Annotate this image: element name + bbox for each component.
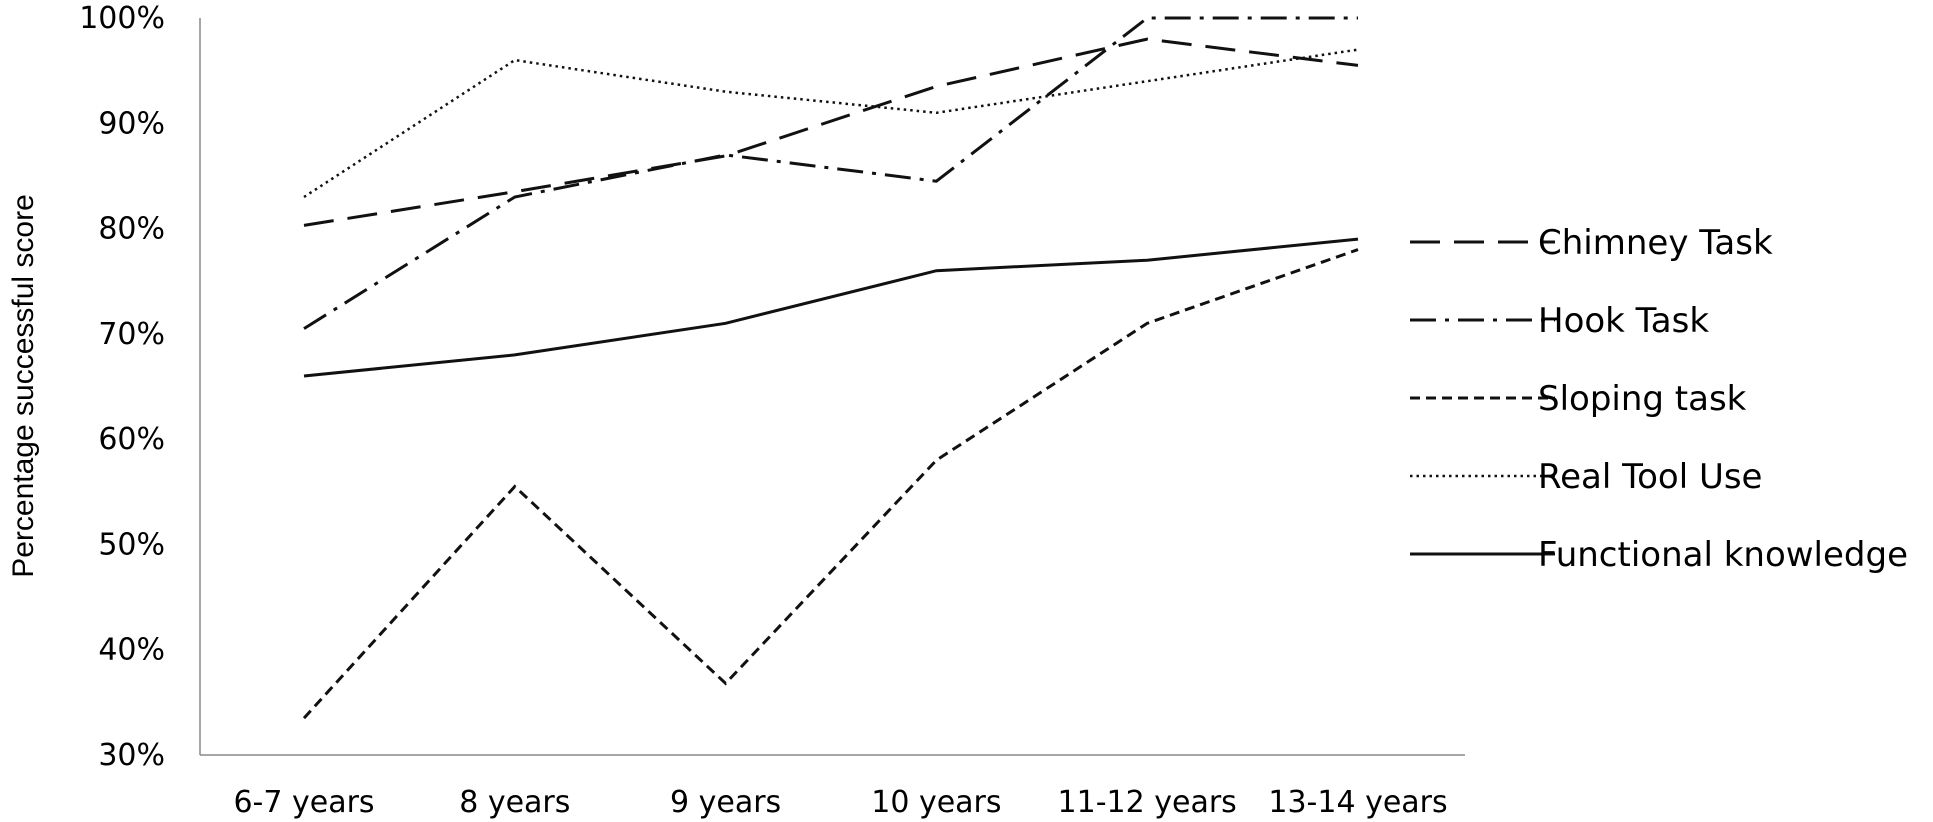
x-tick-label: 13-14 years <box>1268 785 1447 820</box>
y-tick-label: 100% <box>79 1 165 36</box>
legend: Chimney Task Hook Task Sloping task Real To… <box>1410 223 1908 575</box>
series-line-chimney-task <box>303 37 1359 227</box>
x-tick-label: 9 years <box>670 785 781 820</box>
y-tick-label: 40% <box>98 633 165 668</box>
series-line-functional-knowledge <box>303 237 1359 378</box>
legend-item: Chimney Task <box>1410 223 1773 263</box>
x-tick-label: 11-12 years <box>1058 785 1237 820</box>
legend-item: Functional knowledge <box>1410 535 1908 575</box>
legend-label: Functional knowledge <box>1538 535 1908 575</box>
x-tick-label: 10 years <box>871 785 1001 820</box>
y-axis-label: Percentage successful score <box>7 194 40 578</box>
legend-label: Sloping task <box>1538 379 1747 419</box>
x-tick-label: 6-7 years <box>233 785 374 820</box>
series-line-real-tool-use <box>303 48 1359 199</box>
y-tick-labels: 30% 40% 50% 60% 70% 80% 90% 100% <box>79 1 165 773</box>
legend-label: Real Tool Use <box>1538 457 1762 497</box>
y-tick-label: 90% <box>98 106 165 141</box>
y-tick-label: 60% <box>98 422 165 457</box>
series-layer <box>302 16 1359 720</box>
x-tick-label: 8 years <box>459 785 570 820</box>
series-line-hook-task <box>303 16 1358 330</box>
legend-item: Sloping task <box>1410 379 1747 419</box>
legend-label: Hook Task <box>1538 301 1709 341</box>
x-tick-labels: 6-7 years 8 years 9 years 10 years 11-12 yea… <box>233 785 1447 820</box>
y-tick-label: 70% <box>98 317 165 352</box>
axes <box>199 18 1465 756</box>
legend-item: Real Tool Use <box>1410 457 1762 497</box>
legend-item: Hook Task <box>1410 301 1709 341</box>
y-tick-label: 30% <box>98 738 165 773</box>
legend-label: Chimney Task <box>1538 223 1773 263</box>
y-tick-label: 80% <box>98 212 165 247</box>
y-tick-label: 50% <box>98 527 165 562</box>
series-line-sloping-task <box>302 248 1359 720</box>
